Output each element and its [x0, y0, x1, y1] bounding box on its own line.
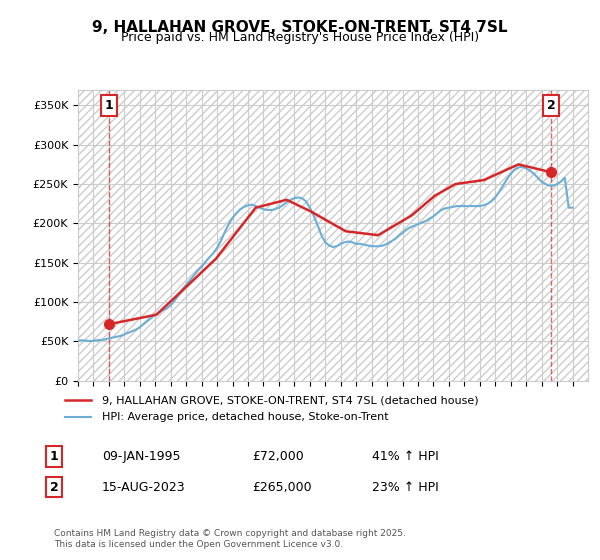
- FancyBboxPatch shape: [0, 2, 600, 468]
- Text: 1: 1: [105, 99, 114, 112]
- Text: Price paid vs. HM Land Registry's House Price Index (HPI): Price paid vs. HM Land Registry's House …: [121, 31, 479, 44]
- Text: 15-AUG-2023: 15-AUG-2023: [102, 480, 185, 494]
- Text: 9, HALLAHAN GROVE, STOKE-ON-TRENT, ST4 7SL (detached house): 9, HALLAHAN GROVE, STOKE-ON-TRENT, ST4 7…: [101, 395, 478, 405]
- Text: £72,000: £72,000: [252, 450, 304, 463]
- Text: £265,000: £265,000: [252, 480, 311, 494]
- Text: 2: 2: [547, 99, 556, 112]
- FancyBboxPatch shape: [0, 377, 600, 440]
- Text: Contains HM Land Registry data © Crown copyright and database right 2025.
This d: Contains HM Land Registry data © Crown c…: [54, 529, 406, 549]
- Text: HPI: Average price, detached house, Stoke-on-Trent: HPI: Average price, detached house, Stok…: [101, 412, 388, 422]
- Text: 41% ↑ HPI: 41% ↑ HPI: [372, 450, 439, 463]
- Text: 9, HALLAHAN GROVE, STOKE-ON-TRENT, ST4 7SL: 9, HALLAHAN GROVE, STOKE-ON-TRENT, ST4 7…: [92, 20, 508, 35]
- Text: 2: 2: [50, 480, 58, 494]
- Text: 1: 1: [50, 450, 58, 463]
- Text: 23% ↑ HPI: 23% ↑ HPI: [372, 480, 439, 494]
- Text: 09-JAN-1995: 09-JAN-1995: [102, 450, 181, 463]
